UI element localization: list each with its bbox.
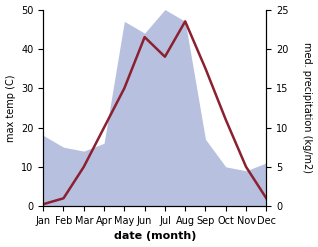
X-axis label: date (month): date (month) [114,231,196,242]
Y-axis label: max temp (C): max temp (C) [5,74,16,142]
Y-axis label: med. precipitation (kg/m2): med. precipitation (kg/m2) [302,42,313,173]
